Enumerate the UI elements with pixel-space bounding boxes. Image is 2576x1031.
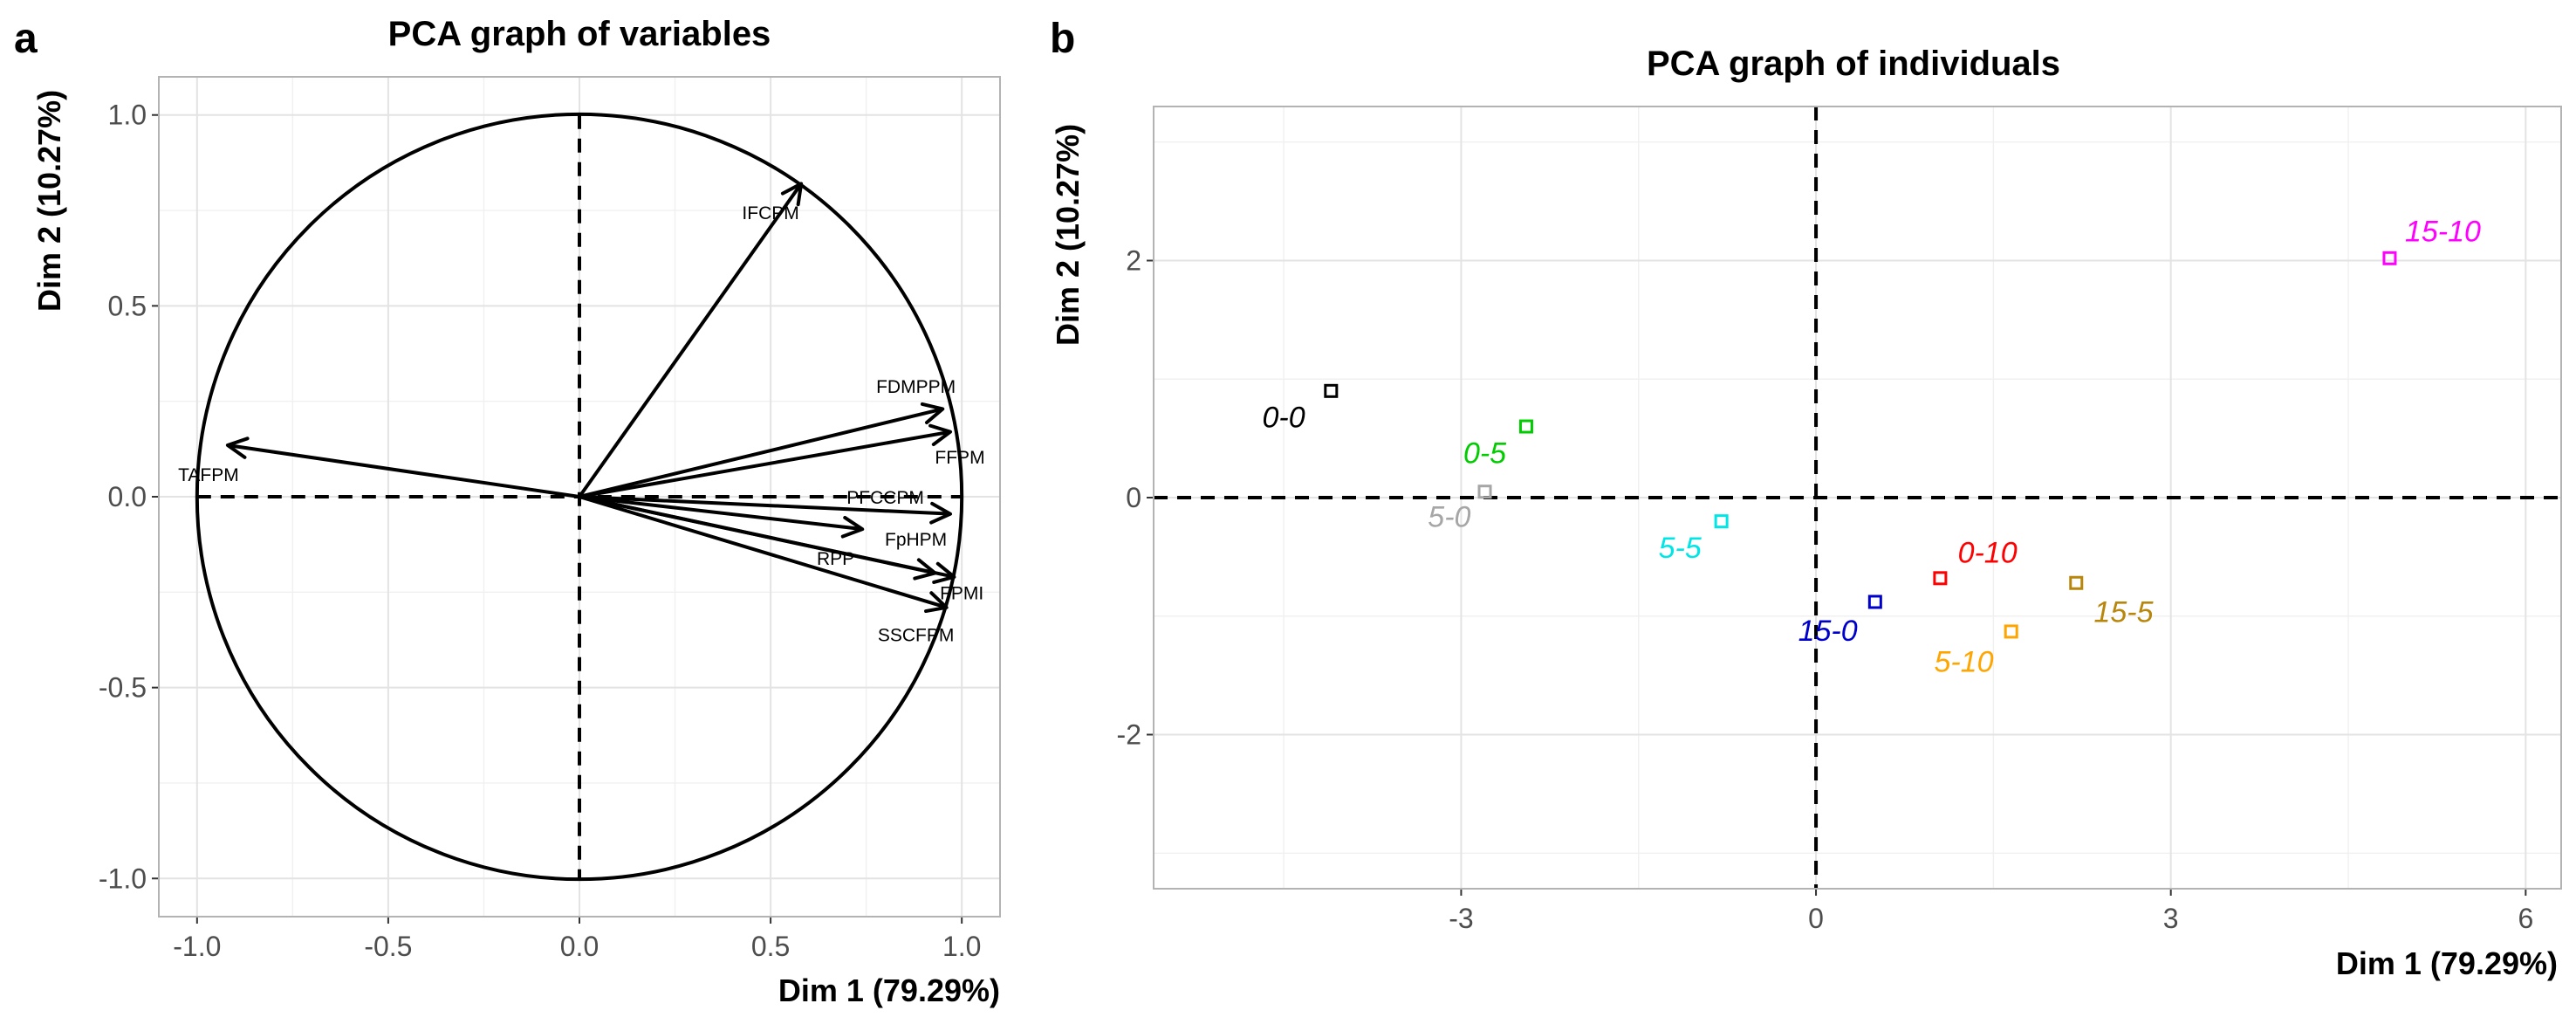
- arrow-shaft: [579, 495, 863, 532]
- variable-label: FPMI: [940, 583, 983, 603]
- point-label-15-5: 15-5: [2093, 595, 2153, 629]
- point-label-0-5: 0-5: [1463, 436, 1506, 470]
- arrow-sscfpm: [579, 495, 949, 614]
- variable-label: FDMPPM: [876, 377, 956, 397]
- arrow-head: [924, 591, 949, 614]
- point-0-10: [1933, 571, 1948, 586]
- panel-b-xlabel: Dim 1 (79.29%): [2336, 945, 2558, 981]
- x-tick-label: 0.5: [751, 931, 790, 962]
- x-tick-label: -0.5: [364, 931, 412, 962]
- arrow-shaft: [579, 495, 955, 579]
- arrow-head: [840, 515, 865, 539]
- panel-b-reference-lines: [1154, 107, 2561, 889]
- x-tick-label: 0.0: [560, 931, 599, 962]
- panel-b-grid: [1154, 107, 2561, 889]
- point-label-5-10: 5-10: [1934, 645, 1993, 678]
- arrow-head: [780, 182, 804, 207]
- variable-label: PFCCPM: [846, 488, 924, 508]
- y-tick-label: -1.0: [99, 863, 147, 894]
- panel-a-letter: a: [14, 16, 38, 62]
- panel-a-variables-chart: a PCA graph of variables Dim 1 (79.29%) …: [14, 15, 1001, 1008]
- arrow-head: [928, 423, 953, 447]
- point-0-0: [1324, 383, 1339, 398]
- y-tick-label: 0.0: [108, 481, 147, 512]
- panel-b-y-ticks: -2 0 2: [1117, 244, 1154, 751]
- individual-labels: 0-0 0-5 5-0 5-5 15-0 0-10 5-10 15-5 15-10: [1263, 216, 2481, 679]
- x-tick-label: 6: [2518, 903, 2533, 934]
- panel-b-title: PCA graph of individuals: [1647, 45, 2060, 83]
- arrow-rpp: [579, 495, 865, 539]
- point-5-10: [2004, 624, 2018, 639]
- arrow-tafpm: [225, 436, 580, 498]
- panel-a-xlabel: Dim 1 (79.29%): [778, 973, 1000, 1008]
- point-label-5-5: 5-5: [1659, 532, 1702, 565]
- point-label-5-0: 5-0: [1428, 501, 1470, 534]
- variable-arrows: [225, 182, 956, 614]
- y-tick-label: 2: [1126, 244, 1141, 276]
- individual-points: [1324, 251, 2397, 639]
- x-tick-label: -3: [1449, 903, 1473, 934]
- arrow-fdmppm: [579, 402, 945, 498]
- correlation-circle: [195, 112, 964, 882]
- arrow-ifcpm: [578, 182, 804, 498]
- arrow-ffpm: [579, 423, 953, 498]
- arrow-shaft: [227, 443, 580, 498]
- y-tick-label: -0.5: [99, 672, 147, 704]
- x-tick-label: 1.0: [942, 931, 981, 962]
- y-tick-label: 0: [1126, 482, 1141, 513]
- point-label-0-0: 0-0: [1263, 402, 1305, 435]
- point-15-5: [2069, 575, 2084, 590]
- x-tick-label: -1.0: [173, 931, 221, 962]
- point-label-15-10: 15-10: [2405, 216, 2481, 249]
- variable-label: TAFPM: [178, 465, 239, 485]
- arrow-shaft: [579, 407, 943, 498]
- panel-a-ylabel: Dim 2 (10.27%): [31, 90, 67, 312]
- arrow-shaft: [578, 182, 803, 498]
- x-tick-label: 3: [2163, 903, 2179, 934]
- point-0-5: [1518, 419, 1533, 434]
- variable-label: RPP: [817, 549, 854, 569]
- arrow-head: [932, 561, 956, 584]
- point-label-15-0: 15-0: [1798, 615, 1858, 648]
- arrow-head: [920, 402, 945, 425]
- panel-b-individuals-chart: b PCA graph of individuals Dim 1 (79.29%…: [1050, 16, 2562, 981]
- arrow-pfccpm: [579, 495, 953, 525]
- variable-labels: IFCPM FDMPPM FFPM TAFPM PFCCPM FpHPM RPP FPMI SS…: [178, 203, 984, 645]
- variable-label: SSCFPM: [878, 625, 955, 645]
- arrow-fpmi: [579, 495, 956, 584]
- panel-b-plot-frame: [1153, 106, 2562, 890]
- panel-b-x-ticks: -3 0 3 6: [1449, 889, 2533, 934]
- point-15-0: [1867, 595, 1882, 609]
- arrow-head: [225, 436, 250, 459]
- variable-label: IFCPM: [742, 203, 798, 223]
- arrow-shaft: [579, 495, 948, 609]
- variable-label: FFPM: [935, 448, 984, 468]
- arrow-head: [929, 501, 953, 525]
- point-label-0-10: 0-10: [1958, 536, 2018, 569]
- point-15-10: [2382, 251, 2397, 265]
- panel-b-ylabel: Dim 2 (10.27%): [1050, 124, 1086, 346]
- point-5-5: [1714, 514, 1729, 529]
- variable-label: FpHPM: [885, 530, 947, 550]
- y-tick-label: 0.5: [108, 290, 147, 321]
- y-tick-label: -2: [1117, 719, 1141, 751]
- arrow-shaft: [579, 495, 951, 516]
- arrow-shaft: [579, 430, 951, 498]
- panel-a-x-ticks: -1.0 -0.5 0.0 0.5 1.0: [173, 917, 981, 962]
- panel-a-plot-frame: [158, 76, 1001, 918]
- y-tick-label: 1.0: [108, 100, 147, 131]
- point-5-0: [1477, 485, 1492, 499]
- panel-b-letter: b: [1050, 16, 1075, 62]
- panel-a-y-ticks: -1.0 -0.5 0.0 0.5 1.0: [99, 100, 159, 894]
- panel-a-title: PCA graph of variables: [388, 15, 771, 53]
- x-tick-label: 0: [1808, 903, 1824, 934]
